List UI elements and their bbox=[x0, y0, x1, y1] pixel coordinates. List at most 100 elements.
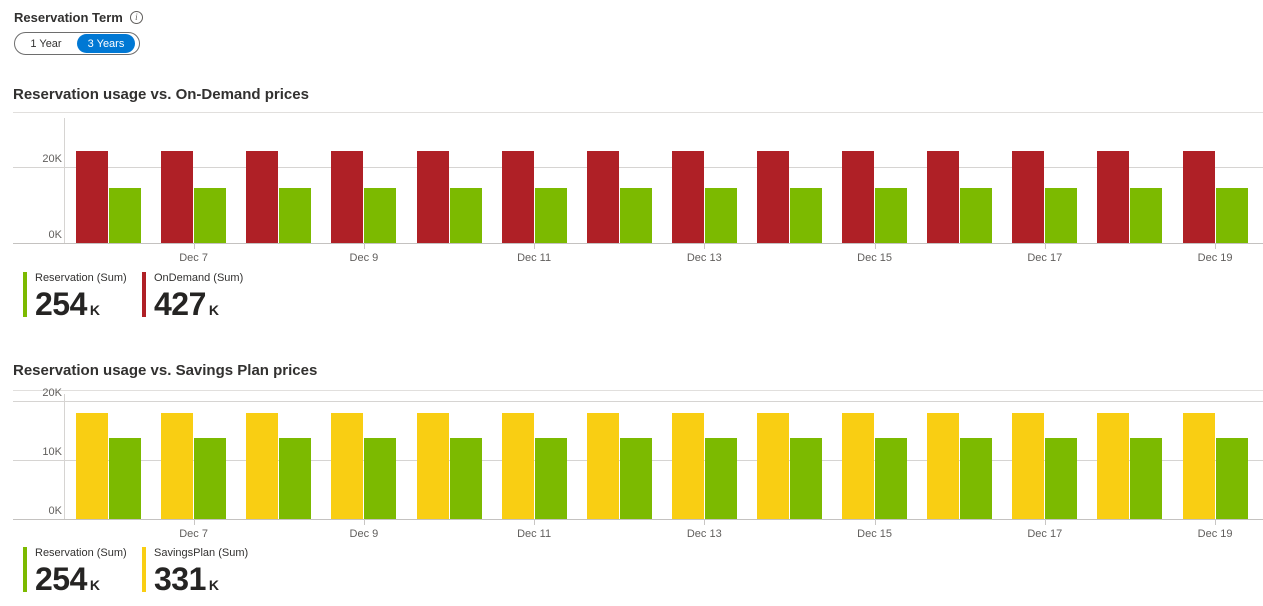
legend-item-reservation: Reservation (Sum) 254 K bbox=[23, 547, 142, 598]
legend-name: SavingsPlan (Sum) bbox=[154, 547, 249, 559]
bar-ondemand-dec-10[interactable] bbox=[416, 151, 449, 243]
bar-ondemand-dec-6[interactable] bbox=[76, 151, 108, 243]
bar-savingsplan-dec-10[interactable] bbox=[416, 413, 449, 519]
savingsplan-swatch bbox=[142, 547, 146, 592]
bar-reservation-dec-12[interactable] bbox=[619, 188, 652, 243]
divider bbox=[13, 112, 1263, 113]
reservation-term-header: Reservation Term i bbox=[14, 10, 143, 25]
legend-name: Reservation (Sum) bbox=[35, 547, 127, 559]
bar-reservation-dec-9[interactable] bbox=[364, 188, 397, 243]
x-axis-label: Dec 13 bbox=[686, 528, 722, 540]
bar-savingsplan-dec-19[interactable] bbox=[1182, 413, 1215, 519]
x-axis-tick bbox=[874, 519, 876, 525]
bar-reservation-dec-16[interactable] bbox=[960, 188, 993, 243]
legend-total: 254 K bbox=[35, 561, 101, 597]
x-axis-label: Dec 17 bbox=[1027, 528, 1063, 540]
y-axis-line bbox=[64, 118, 65, 243]
gridline-20K bbox=[13, 401, 1263, 402]
divider bbox=[13, 390, 1263, 391]
ondemand-swatch bbox=[142, 272, 146, 317]
bar-ondemand-dec-7[interactable] bbox=[161, 151, 194, 243]
bar-savingsplan-dec-11[interactable] bbox=[501, 413, 534, 519]
bar-ondemand-dec-16[interactable] bbox=[927, 151, 960, 243]
x-axis-tick bbox=[193, 519, 195, 525]
bar-reservation-dec-9[interactable] bbox=[364, 438, 397, 519]
bar-savingsplan-dec-9[interactable] bbox=[331, 413, 364, 519]
x-axis-label: Dec 9 bbox=[349, 528, 379, 540]
y-axis-label: 0K bbox=[48, 505, 62, 517]
bar-reservation-dec-15[interactable] bbox=[875, 188, 908, 243]
bar-savingsplan-dec-18[interactable] bbox=[1097, 413, 1130, 519]
bar-reservation-dec-10[interactable] bbox=[449, 188, 482, 243]
chart-ondemand-legend: Reservation (Sum) 254 K OnDemand (Sum) 42… bbox=[23, 272, 261, 323]
legend-item-ondemand: OnDemand (Sum) 427 K bbox=[142, 272, 261, 323]
toggle-option-3-years[interactable]: 3 Years bbox=[77, 34, 135, 53]
x-axis-tick bbox=[704, 243, 706, 249]
toggle-option-1-year[interactable]: 1 Year bbox=[15, 33, 77, 54]
bar-reservation-dec-11[interactable] bbox=[534, 188, 567, 243]
bar-reservation-dec-17[interactable] bbox=[1045, 188, 1078, 243]
bar-reservation-dec-6[interactable] bbox=[109, 438, 141, 519]
bar-savingsplan-dec-16[interactable] bbox=[927, 413, 960, 519]
bar-reservation-dec-6[interactable] bbox=[109, 188, 141, 243]
bar-reservation-dec-18[interactable] bbox=[1130, 438, 1163, 519]
bar-ondemand-dec-19[interactable] bbox=[1182, 151, 1215, 243]
bar-ondemand-dec-15[interactable] bbox=[842, 151, 875, 243]
y-axis-label: 0K bbox=[48, 229, 62, 241]
x-axis-tick bbox=[534, 519, 536, 525]
bar-reservation-dec-19[interactable] bbox=[1215, 438, 1248, 519]
bar-ondemand-dec-11[interactable] bbox=[501, 151, 534, 243]
legend-item-savingsplan: SavingsPlan (Sum) 331 K bbox=[142, 547, 261, 598]
x-axis-label: Dec 15 bbox=[857, 252, 893, 264]
bar-ondemand-dec-13[interactable] bbox=[671, 151, 704, 243]
bar-savingsplan-dec-6[interactable] bbox=[76, 413, 108, 519]
chart-ondemand-title: Reservation usage vs. On-Demand prices bbox=[13, 86, 309, 103]
x-axis-tick bbox=[1044, 519, 1046, 525]
x-axis-label: Dec 7 bbox=[179, 252, 208, 264]
bar-reservation-dec-8[interactable] bbox=[279, 188, 312, 243]
bar-reservation-dec-13[interactable] bbox=[704, 438, 737, 519]
bar-reservation-dec-10[interactable] bbox=[449, 438, 482, 519]
bar-ondemand-dec-9[interactable] bbox=[331, 151, 364, 243]
gridline-0K bbox=[13, 243, 1263, 244]
bar-savingsplan-dec-17[interactable] bbox=[1012, 413, 1045, 519]
bar-reservation-dec-11[interactable] bbox=[534, 438, 567, 519]
bar-savingsplan-dec-13[interactable] bbox=[671, 413, 704, 519]
x-axis-label: Dec 9 bbox=[349, 252, 379, 264]
bar-reservation-dec-18[interactable] bbox=[1130, 188, 1163, 243]
bar-reservation-dec-19[interactable] bbox=[1215, 188, 1248, 243]
bar-ondemand-dec-17[interactable] bbox=[1012, 151, 1045, 243]
bar-reservation-dec-17[interactable] bbox=[1045, 438, 1078, 519]
bar-ondemand-dec-14[interactable] bbox=[757, 151, 789, 243]
x-axis-label: Dec 17 bbox=[1027, 252, 1063, 264]
legend-total: 254 K bbox=[35, 286, 101, 322]
bar-reservation-dec-7[interactable] bbox=[194, 188, 227, 243]
bar-reservation-dec-12[interactable] bbox=[619, 438, 652, 519]
gridline-0K bbox=[13, 519, 1263, 520]
bar-reservation-dec-16[interactable] bbox=[960, 438, 993, 519]
y-axis-label: 10K bbox=[42, 446, 62, 458]
legend-name: Reservation (Sum) bbox=[35, 272, 127, 284]
info-icon[interactable]: i bbox=[129, 11, 143, 24]
bar-reservation-dec-14[interactable] bbox=[790, 188, 822, 243]
bar-savingsplan-dec-15[interactable] bbox=[842, 413, 875, 519]
bar-reservation-dec-14[interactable] bbox=[790, 438, 822, 519]
bar-savingsplan-dec-12[interactable] bbox=[586, 413, 619, 519]
bar-reservation-dec-8[interactable] bbox=[279, 438, 312, 519]
bar-reservation-dec-15[interactable] bbox=[875, 438, 908, 519]
bar-reservation-dec-7[interactable] bbox=[194, 438, 227, 519]
bar-reservation-dec-13[interactable] bbox=[704, 188, 737, 243]
y-axis-label: 20K bbox=[42, 153, 62, 165]
x-axis-tick bbox=[1215, 243, 1217, 249]
x-axis-tick bbox=[363, 519, 365, 525]
legend-total: 331 K bbox=[154, 561, 220, 597]
bar-savingsplan-dec-14[interactable] bbox=[757, 413, 789, 519]
bar-savingsplan-dec-7[interactable] bbox=[161, 413, 194, 519]
x-axis-label: Dec 15 bbox=[857, 528, 893, 540]
bar-ondemand-dec-18[interactable] bbox=[1097, 151, 1130, 243]
bar-savingsplan-dec-8[interactable] bbox=[246, 413, 279, 519]
x-axis-label: Dec 11 bbox=[517, 252, 552, 264]
bar-ondemand-dec-8[interactable] bbox=[246, 151, 279, 243]
bar-ondemand-dec-12[interactable] bbox=[586, 151, 619, 243]
